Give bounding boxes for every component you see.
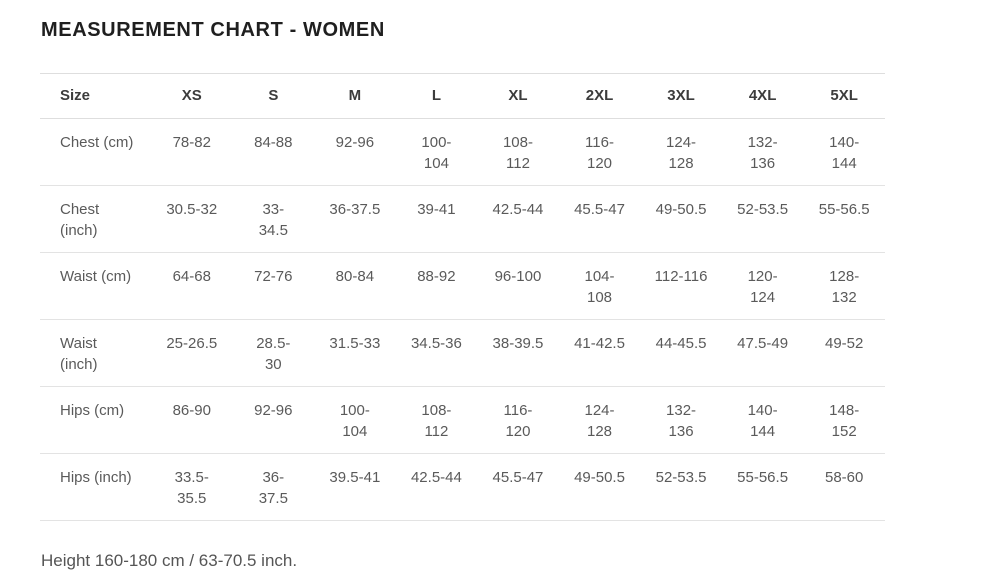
column-header-size: Size bbox=[40, 73, 151, 119]
measurement-cell: 45.5-47 bbox=[477, 453, 559, 521]
row-label: Chest (cm) bbox=[40, 118, 151, 186]
table-row: Chest (cm) 78-82 84-88 92-96 100- 104 108- 11… bbox=[40, 118, 885, 186]
row-label: Waist (inch) bbox=[40, 319, 151, 387]
row-label: Chest (inch) bbox=[40, 185, 151, 253]
measurement-cell: 55-56.5 bbox=[803, 185, 885, 253]
measurement-cell: 49-50.5 bbox=[558, 453, 641, 521]
column-header-xl: XL bbox=[477, 73, 559, 119]
measurement-cell: 31.5-33 bbox=[314, 319, 396, 387]
measurement-cell: 39.5-41 bbox=[314, 453, 396, 521]
measurement-cell: 55-56.5 bbox=[721, 453, 804, 521]
measurement-cell: 36- 37.5 bbox=[232, 453, 315, 521]
measurement-cell: 140- 144 bbox=[803, 118, 885, 186]
measurement-cell: 34.5-36 bbox=[395, 319, 478, 387]
column-header-l: L bbox=[395, 73, 478, 119]
measurement-cell: 128- 132 bbox=[803, 252, 885, 320]
measurement-table: Size XS S M L XL 2XL 3XL 4XL 5XL Chest (cm) 78-82 8… bbox=[40, 73, 885, 521]
measurement-cell: 52-53.5 bbox=[721, 185, 804, 253]
measurement-cell: 124- 128 bbox=[558, 386, 641, 454]
measurement-cell: 124- 128 bbox=[640, 118, 722, 186]
measurement-cell: 72-76 bbox=[232, 252, 315, 320]
column-header-3xl: 3XL bbox=[640, 73, 722, 119]
measurement-cell: 92-96 bbox=[314, 118, 396, 186]
measurement-cell: 88-92 bbox=[395, 252, 478, 320]
measurement-cell: 58-60 bbox=[803, 453, 885, 521]
row-label: Hips (cm) bbox=[40, 386, 151, 454]
measurement-cell: 49-52 bbox=[803, 319, 885, 387]
measurement-cell: 116- 120 bbox=[477, 386, 559, 454]
measurement-cell: 116- 120 bbox=[558, 118, 641, 186]
measurement-cell: 132- 136 bbox=[721, 118, 804, 186]
measurement-cell: 42.5-44 bbox=[395, 453, 478, 521]
measurement-cell: 33.5- 35.5 bbox=[151, 453, 233, 521]
measurement-cell: 44-45.5 bbox=[640, 319, 722, 387]
row-label: Waist (cm) bbox=[40, 252, 151, 320]
measurement-cell: 96-100 bbox=[477, 252, 559, 320]
measurement-cell: 108- 112 bbox=[477, 118, 559, 186]
measurement-cell: 80-84 bbox=[314, 252, 396, 320]
table-row: Waist (cm) 64-68 72-76 80-84 88-92 96-100 104-… bbox=[40, 252, 885, 320]
measurement-cell: 84-88 bbox=[232, 118, 315, 186]
header-row: Size XS S M L XL 2XL 3XL 4XL 5XL bbox=[40, 73, 885, 119]
table-row: Hips (inch) 33.5- 35.5 36- 37.5 39.5-41 42.5… bbox=[40, 453, 885, 521]
measurement-cell: 148- 152 bbox=[803, 386, 885, 454]
table-row: Chest (inch) 30.5-32 33- 34.5 36-37.5 39-41 4… bbox=[40, 185, 885, 253]
measurement-cell: 64-68 bbox=[151, 252, 233, 320]
column-header-s: S bbox=[232, 73, 315, 119]
measurement-cell: 49-50.5 bbox=[640, 185, 722, 253]
measurement-cell: 25-26.5 bbox=[151, 319, 233, 387]
measurement-cell: 47.5-49 bbox=[721, 319, 804, 387]
measurement-cell: 132- 136 bbox=[640, 386, 722, 454]
page-title: MEASUREMENT CHART - WOMEN bbox=[41, 19, 385, 41]
measurement-cell: 30.5-32 bbox=[151, 185, 233, 253]
row-label: Hips (inch) bbox=[40, 453, 151, 521]
column-header-xs: XS bbox=[151, 73, 233, 119]
measurement-cell: 39-41 bbox=[395, 185, 478, 253]
measurement-cell: 36-37.5 bbox=[314, 185, 396, 253]
table-row: Hips (cm) 86-90 92-96 100- 104 108- 112 116- … bbox=[40, 386, 885, 454]
column-header-2xl: 2XL bbox=[558, 73, 641, 119]
height-note: Height 160-180 cm / 63-70.5 inch. bbox=[41, 551, 298, 570]
measurement-cell: 112-116 bbox=[640, 252, 722, 320]
measurement-cell: 108- 112 bbox=[395, 386, 478, 454]
column-header-m: M bbox=[314, 73, 396, 119]
measurement-cell: 140- 144 bbox=[721, 386, 804, 454]
measurement-cell: 28.5- 30 bbox=[232, 319, 315, 387]
column-header-5xl: 5XL bbox=[803, 73, 885, 119]
measurement-cell: 78-82 bbox=[151, 118, 233, 186]
column-header-4xl: 4XL bbox=[721, 73, 804, 119]
measurement-cell: 92-96 bbox=[232, 386, 315, 454]
measurement-cell: 104- 108 bbox=[558, 252, 641, 320]
measurement-cell: 86-90 bbox=[151, 386, 233, 454]
table-row: Waist (inch) 25-26.5 28.5- 30 31.5-33 34.5-3… bbox=[40, 319, 885, 387]
measurement-cell: 100- 104 bbox=[395, 118, 478, 186]
measurement-cell: 38-39.5 bbox=[477, 319, 559, 387]
measurement-cell: 41-42.5 bbox=[558, 319, 641, 387]
measurement-cell: 100- 104 bbox=[314, 386, 396, 454]
measurement-cell: 45.5-47 bbox=[558, 185, 641, 253]
measurement-cell: 33- 34.5 bbox=[232, 185, 315, 253]
measurement-cell: 42.5-44 bbox=[477, 185, 559, 253]
measurement-cell: 52-53.5 bbox=[640, 453, 722, 521]
measurement-cell: 120- 124 bbox=[721, 252, 804, 320]
